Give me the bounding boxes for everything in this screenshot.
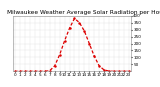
Text: Milwaukee Weather Average Solar Radiation per Hour W/m2 (Last 24 Hours): Milwaukee Weather Average Solar Radiatio… (7, 10, 160, 15)
